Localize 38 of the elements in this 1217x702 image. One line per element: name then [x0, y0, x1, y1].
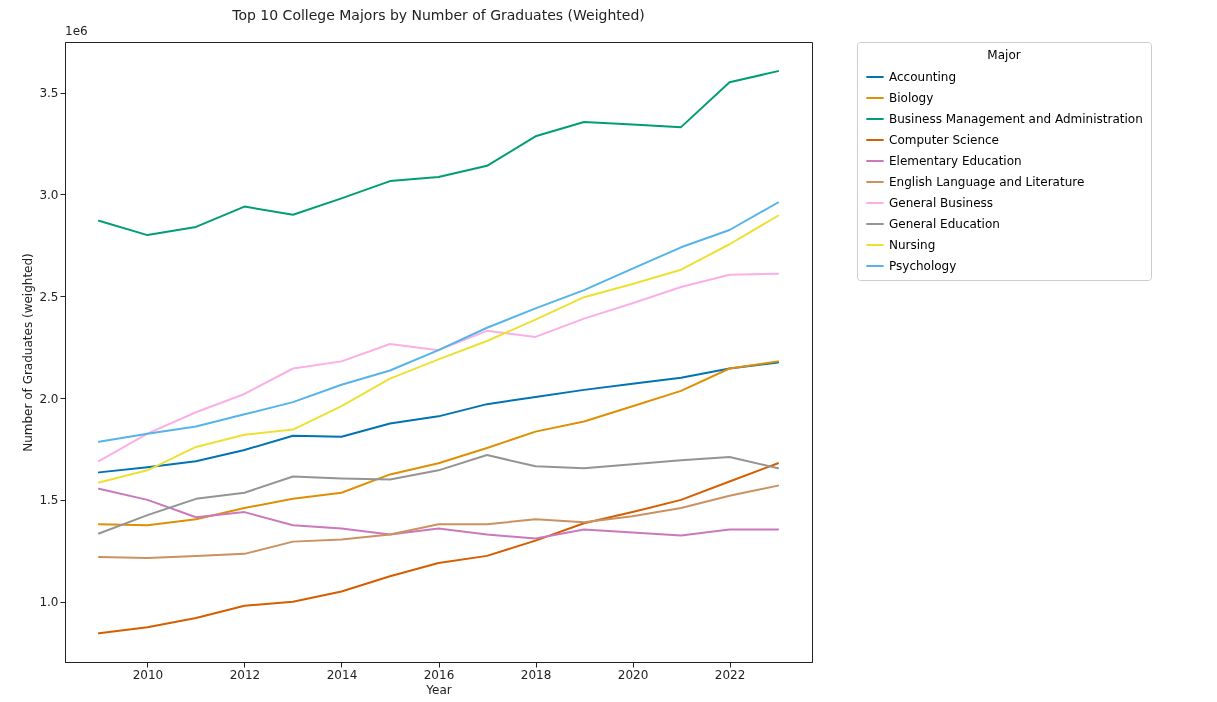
- legend-label: Accounting: [889, 70, 957, 84]
- legend-label: General Business: [889, 196, 994, 210]
- y-tick-label: 3.0: [39, 187, 59, 202]
- legend-label: Business Management and Administration: [889, 112, 1143, 126]
- x-tick-label: 2022: [714, 667, 746, 682]
- line-series: [97, 454, 780, 535]
- y-tick-label: 1.5: [39, 493, 59, 508]
- x-tick-label: 2016: [423, 667, 455, 682]
- line-series: [97, 272, 780, 463]
- x-tick-label: 2014: [326, 667, 358, 682]
- y-tick-label: 2.0: [39, 391, 59, 406]
- legend-label: General Education: [889, 217, 1000, 231]
- legend-label: Computer Science: [889, 133, 999, 147]
- y-tick-label: 3.5: [39, 86, 59, 101]
- y-tick-label: 2.5: [39, 289, 59, 304]
- x-tick-label: 2020: [617, 667, 649, 682]
- line-series: [97, 462, 780, 635]
- chart-title: Top 10 College Majors by Number of Graduates (Weighted): [231, 7, 645, 23]
- legend-label: Biology: [889, 91, 934, 105]
- line-series: [97, 484, 780, 559]
- x-tick-label: 2018: [520, 667, 552, 682]
- x-axis-title: Year: [425, 682, 452, 697]
- x-tick-label: 2012: [229, 667, 261, 682]
- line-series: [97, 214, 780, 484]
- line-series: [97, 70, 780, 237]
- legend-label: Psychology: [889, 259, 957, 273]
- text: 1e6: [65, 24, 88, 38]
- line-series: [97, 201, 780, 443]
- legend-title: Major: [987, 48, 1021, 62]
- x-tick-label: 2010: [132, 667, 164, 682]
- y-axis-title: Number of Graduates (weighted): [21, 253, 36, 452]
- line-series: [97, 487, 780, 540]
- legend-label: English Language and Literature: [889, 175, 1085, 189]
- line-series: [97, 361, 780, 474]
- legend-label: Elementary Education: [889, 154, 1022, 168]
- y-tick-label: 1.0: [39, 595, 59, 610]
- legend-label: Nursing: [889, 238, 936, 252]
- line-series: [97, 360, 780, 527]
